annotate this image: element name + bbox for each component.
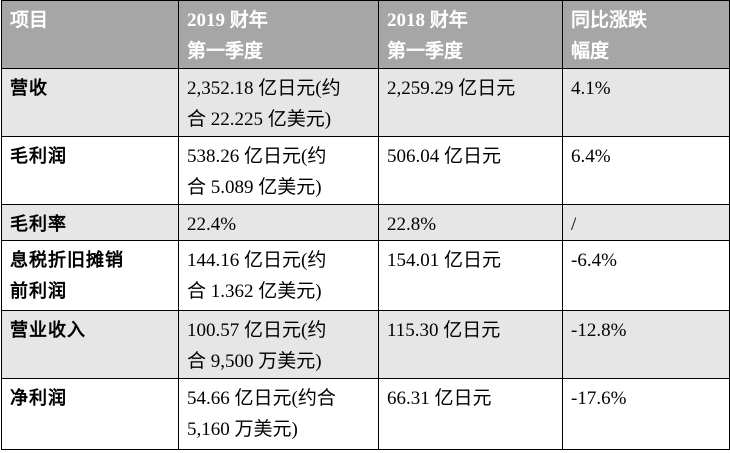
cell-text: 2018 财年 [387, 10, 468, 31]
cell-text: 幅度 [571, 41, 610, 62]
cell-text: 息税折旧摊销 [10, 250, 124, 271]
cell-text: 4.1% [571, 78, 611, 99]
table-cell: 66.31 亿日元 [378, 378, 563, 450]
cell-text: 2,259.29 亿日元 [387, 78, 516, 99]
table-cell: 506.04 亿日元 [378, 136, 563, 205]
cell-text: 同比涨跌 [571, 10, 648, 31]
table-cell: 144.16 亿日元(约合 1.362 亿美元) [178, 240, 379, 311]
cell-text: 154.01 亿日元 [387, 250, 502, 271]
table-cell: 115.30 亿日元 [378, 310, 563, 379]
table-row: 息税折旧摊销 前利润 144.16 亿日元(约合 1.362 亿美元) 154.01 … [1, 240, 730, 311]
table-cell: -17.6% [562, 378, 730, 450]
table-cell: 538.26 亿日元(约合 5.089 亿美元) [178, 136, 379, 205]
row-label: 营业收入 [1, 310, 179, 379]
cell-text: / [571, 214, 577, 235]
cell-text: 506.04 亿日元 [387, 146, 502, 167]
cell-text: 115.30 亿日元 [387, 320, 501, 341]
table-row: 毛利率 22.4% 22.8% / [1, 204, 730, 241]
cell-text: 毛利润 [10, 146, 67, 167]
cell-text: 100.57 亿日元(约 [187, 320, 327, 341]
row-label: 毛利润 [1, 136, 179, 205]
header-cell: 项目 [1, 0, 179, 69]
table-cell: 54.66 亿日元(约合 5,160 万美元) [178, 378, 379, 450]
cell-text: 144.16 亿日元(约 [187, 250, 327, 271]
row-label: 毛利率 [1, 204, 179, 241]
cell-text: 营收 [10, 78, 48, 99]
cell-text: -6.4% [571, 250, 617, 271]
row-label: 营收 [1, 68, 179, 137]
cell-text: 第一季度 [187, 41, 264, 62]
header-row: 项目 2019 财年 第一季度 2018 财年 第一季度 同比涨跌 幅度 [1, 0, 730, 69]
table-cell: -6.4% [562, 240, 730, 311]
table-row: 毛利润 538.26 亿日元(约合 5.089 亿美元) 506.04 亿日元 6.4… [1, 136, 730, 205]
cell-text: -17.6% [571, 388, 627, 409]
table-row: 营业收入 100.57 亿日元(约合 9,500 万美元) 115.30 亿日元 -1… [1, 310, 730, 379]
table-cell: / [562, 204, 730, 241]
table-cell: 2,259.29 亿日元 [378, 68, 563, 137]
table-cell: 6.4% [562, 136, 730, 205]
cell-text: 6.4% [571, 146, 611, 167]
cell-text: 合 5.089 亿美元) [187, 177, 322, 198]
cell-text: 项目 [10, 10, 49, 31]
table-body: 营收 2,352.18 亿日元(约合 22.225 亿美元) 2,259.29 亿日… [1, 68, 730, 450]
cell-text: 第一季度 [387, 41, 464, 62]
table-cell: 22.8% [378, 204, 563, 241]
table-row: 营收 2,352.18 亿日元(约合 22.225 亿美元) 2,259.29 亿日… [1, 68, 730, 137]
table-cell: 22.4% [178, 204, 379, 241]
cell-text: 营业收入 [10, 320, 86, 341]
row-label: 净利润 [1, 378, 179, 450]
cell-text: 毛利率 [10, 214, 67, 235]
cell-text: -12.8% [571, 320, 627, 341]
cell-text: 2,352.18 亿日元(约 [187, 78, 341, 99]
cell-text: 22.4% [187, 214, 237, 235]
table-cell: -12.8% [562, 310, 730, 379]
cell-text: 合 22.225 亿美元) [187, 109, 332, 130]
cell-text: 净利润 [10, 388, 67, 409]
table-cell: 4.1% [562, 68, 730, 137]
cell-text: 66.31 亿日元 [387, 388, 492, 409]
header-cell: 2018 财年 第一季度 [378, 0, 563, 69]
table-row: 净利润 54.66 亿日元(约合 5,160 万美元) 66.31 亿日元 -17.6% [1, 378, 730, 450]
cell-text: 22.8% [387, 214, 437, 235]
cell-text: 2019 财年 [187, 10, 268, 31]
cell-text: 前利润 [10, 281, 67, 302]
table-cell: 154.01 亿日元 [378, 240, 563, 311]
row-label: 息税折旧摊销 前利润 [1, 240, 179, 311]
header-cell: 2019 财年 第一季度 [178, 0, 379, 69]
table-cell: 2,352.18 亿日元(约合 22.225 亿美元) [178, 68, 379, 137]
cell-text: 5,160 万美元) [187, 419, 298, 440]
cell-text: 合 1.362 亿美元) [187, 281, 322, 302]
cell-text: 54.66 亿日元(约合 [187, 388, 336, 409]
cell-text: 合 9,500 万美元) [187, 351, 322, 372]
table-cell: 100.57 亿日元(约合 9,500 万美元) [178, 310, 379, 379]
header-cell: 同比涨跌 幅度 [562, 0, 730, 69]
cell-text: 538.26 亿日元(约 [187, 146, 327, 167]
